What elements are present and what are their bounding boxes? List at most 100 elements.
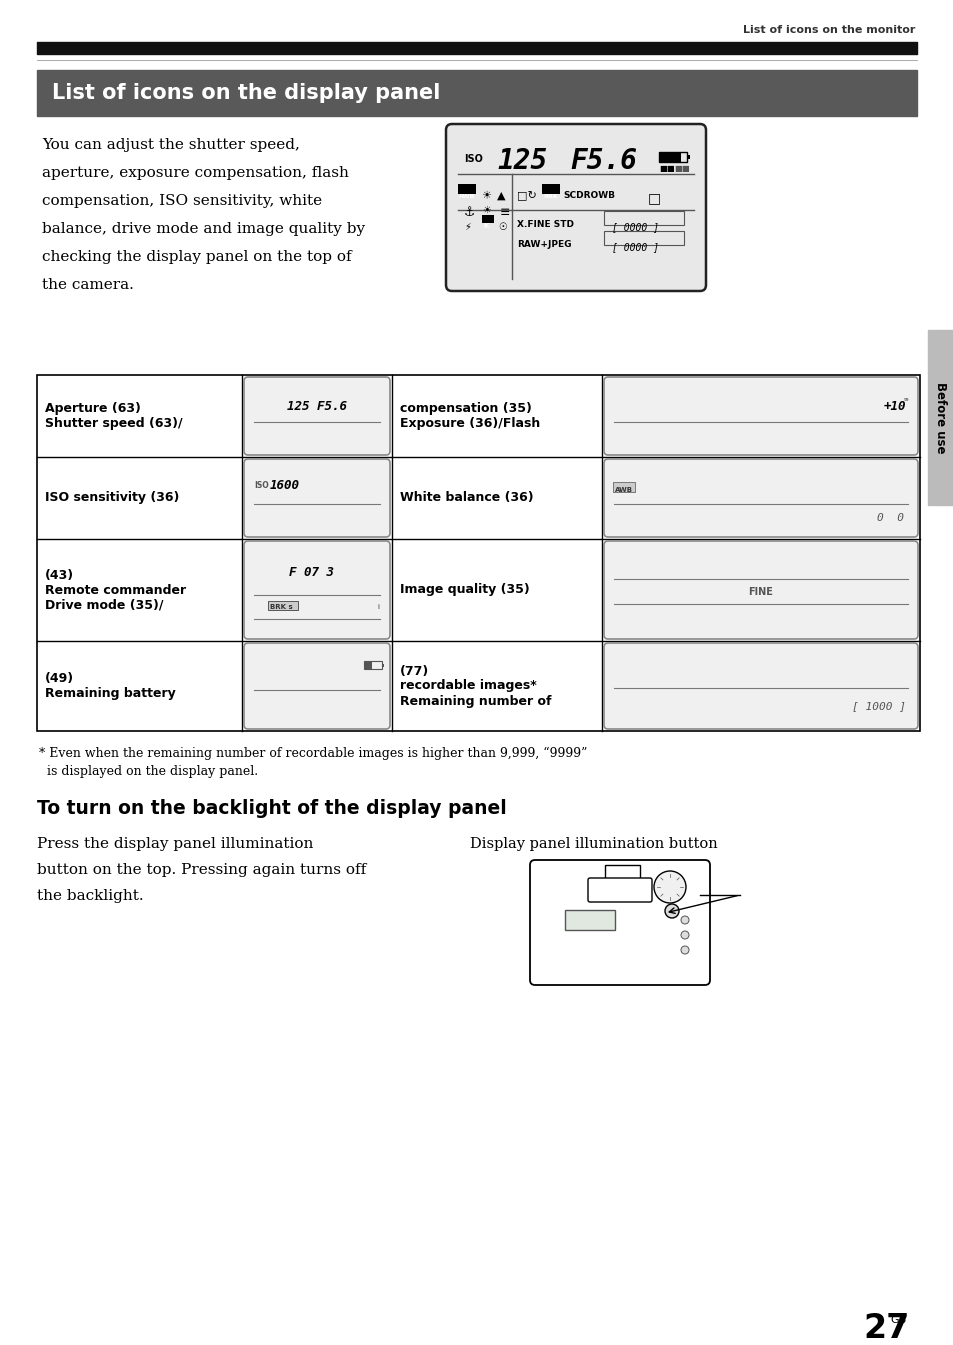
FancyBboxPatch shape — [244, 459, 390, 537]
Text: SCDROWB: SCDROWB — [562, 191, 615, 200]
Bar — [686, 155, 689, 159]
FancyBboxPatch shape — [530, 859, 709, 985]
Text: (77): (77) — [399, 664, 429, 678]
Text: Remaining number of: Remaining number of — [399, 694, 551, 707]
Text: Press the display panel illumination: Press the display panel illumination — [37, 837, 313, 851]
Circle shape — [680, 916, 688, 924]
Bar — [457, 184, 476, 194]
Text: compensation (35): compensation (35) — [399, 402, 532, 416]
Text: FINE: FINE — [748, 586, 773, 597]
Text: button on the top. Pressing again turns off: button on the top. Pressing again turns … — [37, 863, 366, 877]
Text: 27: 27 — [862, 1311, 909, 1345]
Bar — [541, 184, 559, 194]
Text: □↻: □↻ — [517, 191, 537, 200]
Text: the backlight.: the backlight. — [37, 889, 144, 902]
Text: F 07 3: F 07 3 — [289, 565, 335, 578]
Bar — [603, 231, 683, 245]
Text: You can adjust the shutter speed,: You can adjust the shutter speed, — [42, 139, 299, 152]
Text: Exposure (36)/Flash: Exposure (36)/Flash — [399, 417, 539, 430]
Text: 125: 125 — [497, 147, 547, 175]
Text: i: i — [376, 604, 378, 611]
Text: is displayed on the display panel.: is displayed on the display panel. — [39, 765, 258, 777]
FancyBboxPatch shape — [446, 124, 705, 291]
Text: [ 0000 ]: [ 0000 ] — [612, 222, 659, 231]
Text: checking the display panel on the top of: checking the display panel on the top of — [42, 250, 352, 264]
FancyBboxPatch shape — [603, 541, 917, 639]
Bar — [37, 375, 919, 730]
Text: 1600: 1600 — [270, 479, 299, 492]
Bar — [927, 330, 953, 504]
Bar — [268, 601, 297, 609]
FancyBboxPatch shape — [244, 377, 390, 455]
Text: GB: GB — [890, 1315, 906, 1325]
Text: 0  0: 0 0 — [876, 512, 903, 523]
Text: Image quality (35): Image quality (35) — [399, 584, 529, 596]
Text: recordable images*: recordable images* — [399, 679, 537, 693]
Text: ISO: ISO — [463, 153, 482, 164]
Text: □: □ — [647, 191, 660, 204]
Text: [ 1000 ]: [ 1000 ] — [851, 701, 905, 712]
Text: To turn on the backlight of the display panel: To turn on the backlight of the display … — [37, 799, 506, 818]
Circle shape — [680, 946, 688, 954]
Text: [ 0000 ]: [ 0000 ] — [612, 242, 659, 252]
FancyBboxPatch shape — [587, 878, 651, 902]
Bar — [604, 865, 639, 884]
Text: ☉: ☉ — [497, 222, 506, 231]
Text: List of icons on the display panel: List of icons on the display panel — [52, 83, 440, 104]
Text: ▲: ▲ — [497, 191, 505, 200]
Text: ■■: ■■ — [659, 164, 674, 174]
Bar — [659, 152, 686, 161]
Text: Remote commander: Remote commander — [45, 584, 186, 596]
FancyBboxPatch shape — [603, 377, 917, 455]
Text: AWB: AWB — [458, 194, 475, 199]
Text: BRK s: BRK s — [270, 604, 293, 611]
Text: (49): (49) — [45, 672, 74, 685]
Text: ☀̲: ☀̲ — [481, 206, 490, 217]
Circle shape — [664, 904, 679, 919]
Text: +10: +10 — [882, 399, 905, 413]
Text: compensation, ISO sensitivity, white: compensation, ISO sensitivity, white — [42, 194, 322, 208]
Text: X.FINE STD: X.FINE STD — [517, 221, 574, 229]
Bar — [37, 70, 916, 116]
Bar — [613, 483, 635, 492]
FancyBboxPatch shape — [603, 459, 917, 537]
Text: balance, drive mode and image quality by: balance, drive mode and image quality by — [42, 222, 365, 235]
Text: ⚓: ⚓ — [463, 206, 475, 219]
Text: RAW+JPEG: RAW+JPEG — [517, 239, 571, 249]
Bar — [481, 215, 494, 223]
Text: ⚡: ⚡ — [463, 222, 471, 231]
Text: (43): (43) — [45, 569, 74, 581]
Bar — [364, 660, 372, 668]
Circle shape — [680, 931, 688, 939]
Bar — [603, 211, 683, 225]
Text: 125 F5.6: 125 F5.6 — [287, 399, 347, 413]
Text: F5.6: F5.6 — [569, 147, 637, 175]
Text: ⁹⁹: ⁹⁹ — [902, 399, 908, 405]
Text: ☀: ☀ — [480, 191, 491, 200]
Text: Display panel illumination button: Display panel illumination button — [470, 837, 717, 851]
FancyBboxPatch shape — [244, 643, 390, 729]
Text: aperture, exposure compensation, flash: aperture, exposure compensation, flash — [42, 165, 349, 180]
FancyBboxPatch shape — [603, 643, 917, 729]
Text: ■■: ■■ — [673, 164, 689, 174]
Text: K: K — [482, 223, 488, 229]
Text: Aperture (63): Aperture (63) — [45, 402, 141, 416]
Text: ISO: ISO — [253, 482, 269, 490]
Text: the camera.: the camera. — [42, 278, 133, 292]
Text: ISO sensitivity (36): ISO sensitivity (36) — [45, 491, 179, 504]
Text: AWB: AWB — [615, 487, 633, 494]
Text: Shutter speed (63)/: Shutter speed (63)/ — [45, 417, 182, 430]
Bar — [381, 663, 384, 667]
Text: Before use: Before use — [934, 382, 946, 453]
Text: BRK: BRK — [542, 194, 558, 199]
Text: Remaining battery: Remaining battery — [45, 687, 175, 699]
Bar — [659, 152, 680, 161]
Text: ≡: ≡ — [499, 206, 510, 219]
Bar — [564, 911, 615, 929]
Text: List of icons on the monitor: List of icons on the monitor — [741, 26, 914, 35]
FancyBboxPatch shape — [244, 541, 390, 639]
Circle shape — [654, 872, 685, 902]
Text: Drive mode (35)/: Drive mode (35)/ — [45, 599, 163, 612]
Text: * Even when the remaining number of recordable images is higher than 9,999, “999: * Even when the remaining number of reco… — [39, 746, 587, 760]
Bar — [364, 660, 381, 668]
